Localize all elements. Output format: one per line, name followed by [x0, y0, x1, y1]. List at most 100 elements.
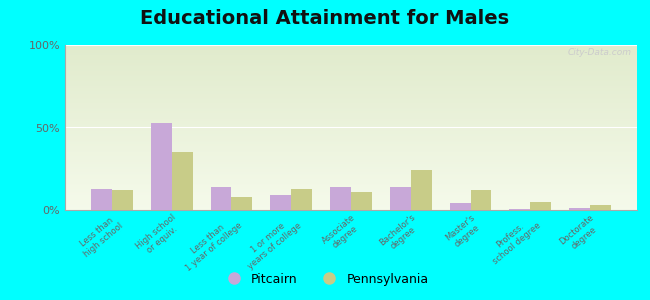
Bar: [65, 154, 637, 155]
Bar: [65, 188, 637, 190]
Bar: [65, 109, 637, 111]
Bar: [65, 157, 637, 159]
Text: Educational Attainment for Males: Educational Attainment for Males: [140, 9, 510, 28]
Bar: [65, 162, 637, 164]
Bar: [65, 160, 637, 162]
Bar: [65, 194, 637, 195]
Bar: [65, 205, 637, 207]
Bar: [65, 85, 637, 86]
Bar: [65, 103, 637, 104]
Bar: [65, 75, 637, 76]
Bar: [65, 96, 637, 98]
Bar: [65, 129, 637, 131]
Bar: [65, 159, 637, 160]
Bar: [65, 165, 637, 167]
Bar: [65, 65, 637, 66]
Bar: [211, 187, 231, 210]
Bar: [65, 112, 637, 114]
Bar: [65, 195, 637, 197]
Bar: [65, 182, 637, 184]
Bar: [65, 66, 637, 68]
Bar: [65, 128, 637, 129]
Bar: [65, 142, 637, 144]
Bar: [65, 149, 637, 151]
Bar: [65, 134, 637, 136]
Bar: [65, 68, 637, 70]
Bar: [65, 86, 637, 88]
Bar: [65, 118, 637, 119]
Legend: Pitcairn, Pennsylvania: Pitcairn, Pennsylvania: [216, 268, 434, 291]
Bar: [65, 175, 637, 177]
Bar: [65, 76, 637, 78]
Bar: [65, 80, 637, 81]
Bar: [65, 199, 637, 200]
Bar: [411, 170, 432, 210]
Bar: [471, 190, 491, 210]
Bar: [65, 55, 637, 56]
Bar: [65, 137, 637, 139]
Bar: [65, 141, 637, 142]
Bar: [590, 205, 611, 210]
Bar: [65, 172, 637, 174]
Bar: [65, 60, 637, 61]
Bar: [65, 167, 637, 169]
Bar: [390, 187, 411, 210]
Bar: [65, 203, 637, 205]
Bar: [65, 45, 637, 46]
Bar: [65, 111, 637, 112]
Bar: [65, 164, 637, 165]
Bar: [65, 93, 637, 94]
Bar: [65, 131, 637, 132]
Bar: [270, 195, 291, 210]
Bar: [172, 152, 192, 210]
Bar: [65, 106, 637, 108]
Bar: [65, 174, 637, 175]
Bar: [65, 58, 637, 60]
Bar: [65, 146, 637, 147]
Bar: [65, 187, 637, 188]
Bar: [65, 151, 637, 152]
Bar: [65, 200, 637, 202]
Bar: [569, 208, 590, 210]
Bar: [65, 132, 637, 134]
Bar: [65, 147, 637, 149]
Bar: [65, 101, 637, 103]
Bar: [65, 144, 637, 146]
Bar: [65, 119, 637, 121]
Bar: [65, 46, 637, 48]
Bar: [65, 50, 637, 52]
Bar: [330, 187, 351, 210]
Bar: [65, 48, 637, 50]
Bar: [65, 88, 637, 89]
Bar: [65, 53, 637, 55]
Bar: [65, 52, 637, 53]
Bar: [65, 104, 637, 106]
Bar: [65, 202, 637, 203]
Bar: [65, 177, 637, 178]
Bar: [91, 188, 112, 210]
Bar: [65, 126, 637, 128]
Bar: [65, 184, 637, 185]
Bar: [351, 192, 372, 210]
Bar: [65, 170, 637, 172]
Bar: [65, 180, 637, 182]
Text: City-Data.com: City-Data.com: [567, 48, 631, 57]
Bar: [65, 114, 637, 116]
Bar: [65, 63, 637, 65]
Bar: [65, 89, 637, 91]
Bar: [530, 202, 551, 210]
Bar: [65, 192, 637, 194]
Bar: [65, 70, 637, 71]
Bar: [151, 122, 172, 210]
Bar: [65, 121, 637, 122]
Bar: [65, 83, 637, 85]
Bar: [65, 56, 637, 58]
Bar: [510, 209, 530, 210]
Bar: [65, 197, 637, 199]
Bar: [65, 99, 637, 101]
Bar: [65, 98, 637, 99]
Bar: [65, 178, 637, 180]
Bar: [65, 61, 637, 63]
Bar: [65, 139, 637, 141]
Bar: [65, 78, 637, 80]
